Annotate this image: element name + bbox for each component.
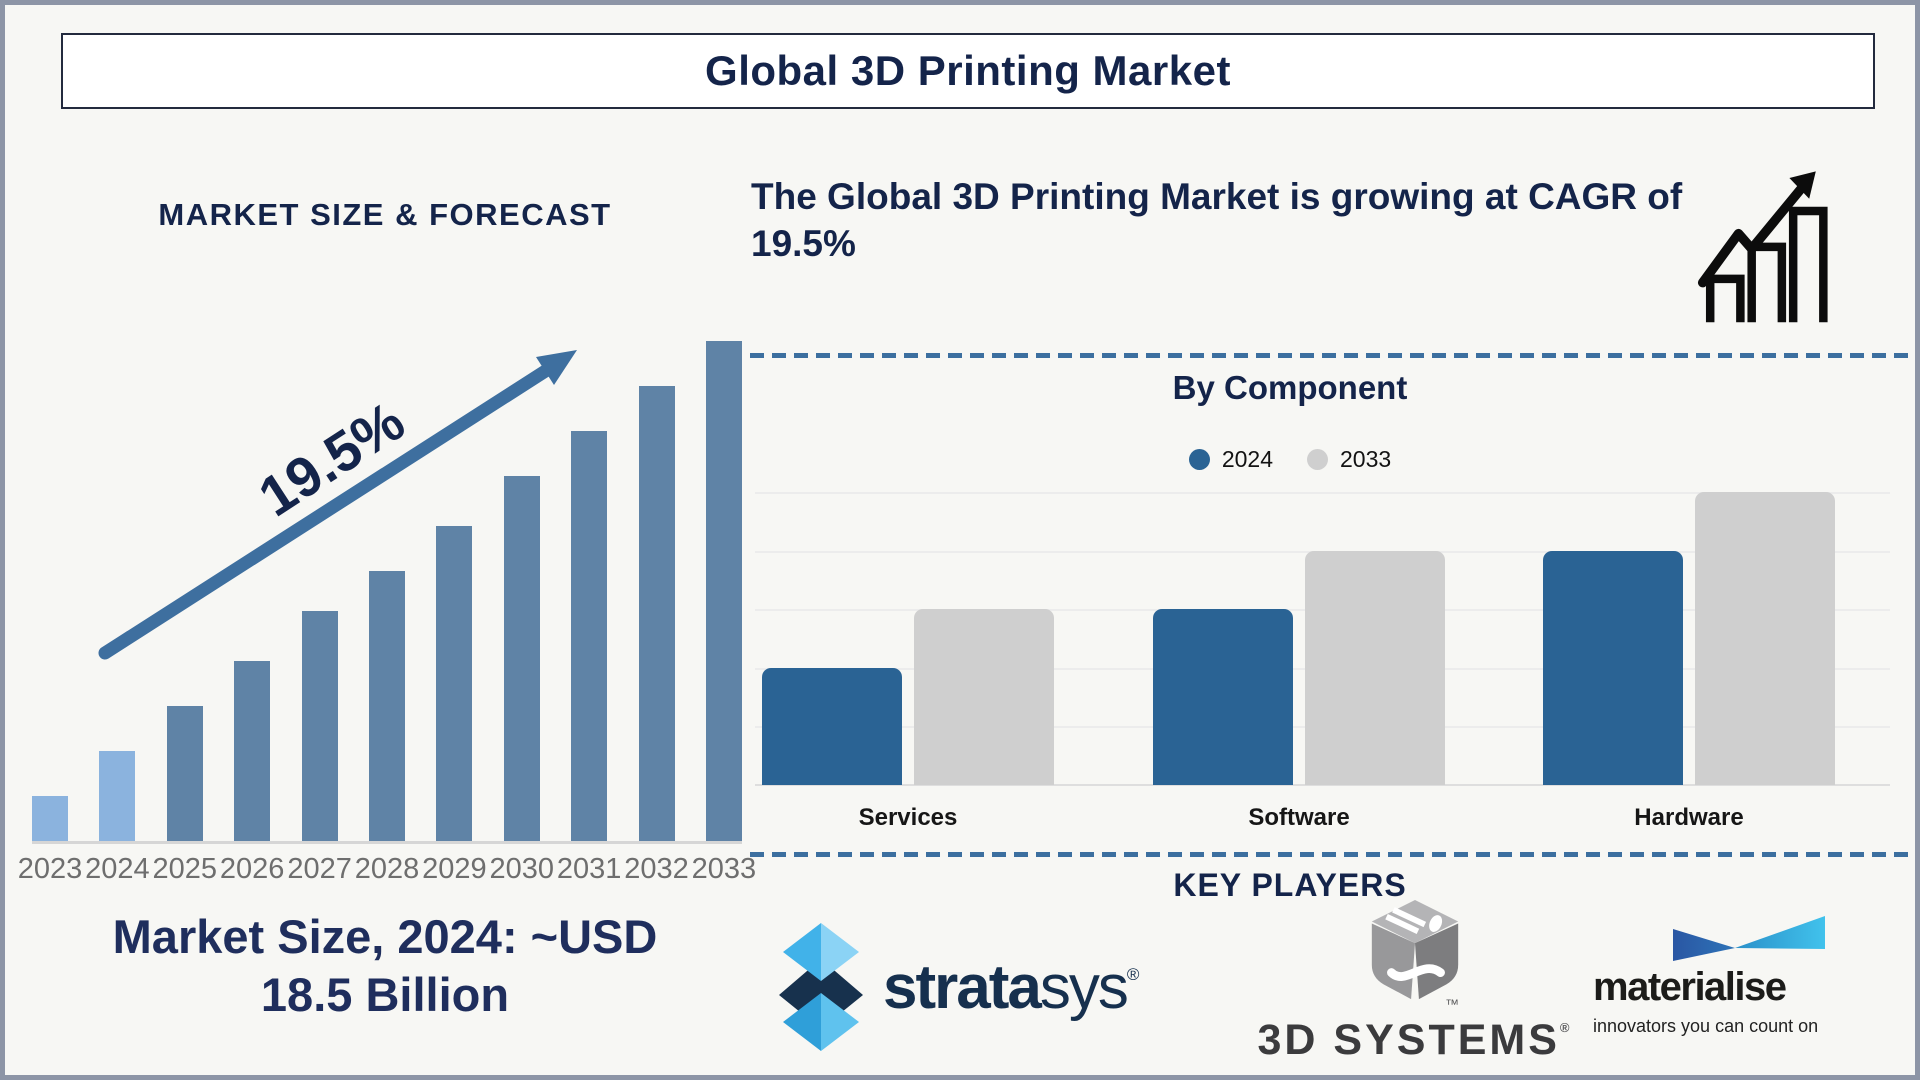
icon-arrow-head (1789, 171, 1816, 199)
component-bar-hardware-2033 (1695, 492, 1835, 785)
caption-line-1: Market Size, 2024: ~USD (112, 910, 658, 963)
category-label-hardware: Hardware (1634, 804, 1744, 831)
section-divider-top (750, 353, 1910, 358)
forecast-bar-2032 (638, 386, 675, 841)
icon-bar-medium (1747, 242, 1787, 323)
growth-chart-icon (1697, 171, 1828, 323)
market-size-caption: Market Size, 2024: ~USD 18.5 Billion (25, 908, 745, 1024)
year-label-2024: 2024 (85, 853, 150, 885)
year-label-2031: 2031 (556, 853, 622, 885)
key-players-title: KEY PLAYERS (1173, 867, 1407, 903)
forecast-bar-2024 (99, 751, 136, 841)
icon-bar-small (1705, 274, 1745, 323)
section-divider-bottom (750, 852, 1910, 857)
year-label-2027: 2027 (287, 853, 352, 885)
cagr-headline: The Global 3D Printing Market is growing… (751, 176, 1683, 264)
bar-group-hardware (1543, 492, 1835, 785)
forecast-bar-2030 (503, 476, 540, 841)
legend-item-2033: 2033 (1307, 446, 1391, 473)
forecast-bar-2033 (705, 341, 742, 841)
component-bar-hardware-2024 (1543, 551, 1683, 785)
gridline (755, 492, 1890, 494)
legend-label-2024: 2024 (1221, 446, 1273, 472)
caption-line-2: 18.5 Billion (260, 968, 510, 1021)
materialise-tagline: innovators you can count on (1593, 1016, 1819, 1036)
component-chart-legend: 2024 2033 (750, 446, 1830, 473)
logo-stratasys: stratasys® (775, 917, 1139, 1057)
component-category-labels: Services Software Hardware (755, 804, 1890, 836)
category-label-software: Software (1248, 804, 1350, 831)
year-label-2030: 2030 (489, 853, 554, 885)
forecast-bar-2026 (234, 661, 271, 841)
component-chart (755, 492, 1890, 786)
market-forecast-bar-chart (32, 341, 742, 844)
legend-dot-2024 (1188, 449, 1210, 470)
materialise-wordmark: materialise (1593, 965, 1787, 1009)
x-axis-baseline (755, 784, 1890, 786)
year-label-2032: 2032 (624, 853, 689, 885)
icon-bar-tall (1788, 206, 1828, 323)
forecast-bar-2023 (32, 796, 68, 841)
year-label-2033: 2033 (691, 853, 757, 885)
year-label-2026: 2026 (219, 853, 285, 885)
component-chart-title: By Component (1172, 369, 1408, 406)
logo-3d-systems: ™ 3D SYSTEMS® (1245, 898, 1585, 1065)
3d-systems-cube-icon (1371, 899, 1459, 1000)
bar-group-software (1153, 551, 1445, 785)
year-label-2028: 2028 (354, 853, 420, 885)
forecast-bar-2031 (571, 431, 608, 841)
icon-arrow-line (1697, 179, 1810, 288)
3d-systems-trademark: ™ (1445, 996, 1459, 1012)
title-box: Global 3D Printing Market (61, 33, 1875, 109)
category-label-services: Services (858, 804, 958, 831)
materialise-flag-icon (1673, 916, 1825, 961)
legend-dot-2033 (1307, 449, 1328, 470)
forecast-bar-2028 (368, 571, 405, 841)
3d-systems-reg-mark: ® (1559, 1020, 1573, 1035)
market-forecast-title: MARKET SIZE & FORECAST (158, 197, 612, 232)
component-bar-services-2033 (914, 609, 1054, 785)
stratasys-reg-mark: ® (1126, 964, 1139, 984)
legend-item-2024: 2024 (1188, 446, 1273, 473)
stratasys-diamonds-icon (779, 923, 863, 1051)
component-bar-software-2024 (1153, 609, 1293, 785)
year-label-2029: 2029 (422, 853, 487, 885)
component-bar-services-2024 (762, 668, 902, 785)
stratasys-wordmark-bold: strata (883, 952, 1042, 1022)
forecast-bar-2025 (166, 706, 203, 841)
forecast-bar-2029 (436, 526, 473, 841)
market-forecast-year-axis: 2023 2024 2025 2026 2027 2028 2029 2030 2031 2032… (17, 853, 757, 886)
logo-materialise: materialise innovators you can count on (1593, 915, 1843, 1037)
stratasys-wordmark: stratasys® (883, 952, 1139, 1023)
3d-systems-wordmark: 3D SYSTEMS® (1245, 1016, 1585, 1065)
year-label-2023: 2023 (17, 853, 83, 885)
bar-group-services (762, 609, 1054, 785)
year-label-2025: 2025 (152, 853, 218, 885)
3d-systems-name: 3D SYSTEMS (1257, 1016, 1560, 1064)
component-bar-software-2033 (1305, 551, 1445, 785)
stratasys-wordmark-light: sys (1039, 952, 1129, 1022)
legend-label-2033: 2033 (1340, 446, 1392, 472)
page-title: Global 3D Printing Market (705, 47, 1231, 94)
forecast-bar-2027 (301, 611, 338, 841)
